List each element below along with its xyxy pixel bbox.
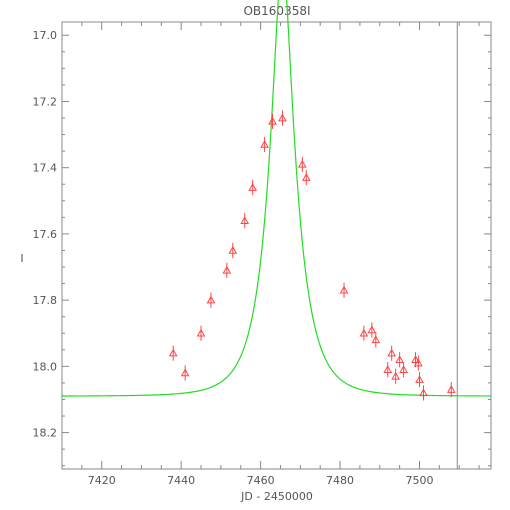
data-point (419, 385, 428, 401)
triangle-marker (387, 348, 397, 357)
y-tick-label: 17.6 (33, 228, 58, 241)
triangle-marker (367, 325, 377, 334)
y-axis-label: I (20, 252, 23, 265)
data-point (206, 292, 216, 308)
data-point (228, 242, 238, 259)
y-tick-label: 17.8 (33, 294, 58, 307)
data-point (367, 322, 377, 338)
x-tick-label: 7480 (326, 474, 354, 487)
data-point (301, 170, 311, 186)
triangle-marker (359, 328, 369, 337)
data-point (413, 355, 423, 371)
triangle-marker (383, 365, 393, 373)
triangle-marker (240, 216, 250, 224)
x-tick-label: 7440 (167, 474, 195, 487)
plot-frame (61, 21, 492, 470)
triangle-marker (395, 355, 404, 364)
triangle-marker (413, 358, 423, 367)
data-point (446, 381, 456, 398)
triangle-marker (297, 159, 307, 168)
model-curve-line (62, 0, 492, 397)
data-point (278, 110, 287, 126)
data-point (359, 325, 369, 341)
triangle-marker (196, 328, 206, 337)
triangle-marker (419, 388, 428, 397)
x-tick-label: 7500 (406, 474, 434, 487)
data-point (268, 113, 277, 129)
triangle-marker (180, 368, 190, 377)
triangle-marker (399, 365, 408, 373)
triangle-marker (446, 385, 456, 393)
x-tick-label: 7420 (88, 474, 116, 487)
triangle-marker (222, 265, 232, 274)
triangle-marker (228, 245, 238, 254)
triangle-marker (371, 335, 381, 344)
data-point (297, 156, 307, 172)
data-point (180, 365, 190, 381)
x-tick-label: 7460 (247, 474, 275, 487)
y-tick-label: 17.4 (33, 162, 58, 175)
x-axis-label: JD - 2450000 (240, 490, 313, 503)
model-curve (62, 0, 492, 397)
y-tick-label: 18.2 (33, 427, 58, 440)
triangle-marker (168, 348, 178, 357)
triangle-marker (278, 113, 287, 122)
y-axis: 17.0 17.2 17.4 17.6 17.8 18.0 18.2 (33, 29, 491, 467)
data-point (391, 368, 401, 384)
y-tick-label: 17.2 (33, 95, 58, 108)
data-point (260, 136, 269, 153)
data-point (248, 179, 258, 196)
triangle-marker (260, 139, 269, 148)
data-point (399, 362, 408, 378)
data-point (339, 282, 349, 298)
triangle-marker (301, 173, 311, 181)
data-point (387, 345, 397, 361)
triangle-marker (415, 375, 424, 383)
data-point (240, 213, 250, 229)
triangle-marker (339, 285, 349, 294)
triangle-marker (248, 183, 258, 191)
data-point (168, 345, 178, 361)
data-point (196, 325, 206, 341)
triangle-marker (206, 295, 216, 304)
data-point (222, 262, 232, 278)
y-tick-label: 18.0 (33, 360, 58, 373)
data-point (395, 352, 404, 368)
triangle-marker (391, 371, 401, 380)
data-point (371, 332, 381, 348)
data-point (383, 362, 393, 378)
triangle-marker (411, 355, 420, 364)
triangle-marker (268, 116, 277, 125)
data-points (168, 110, 456, 401)
y-tick-label: 17.0 (33, 29, 58, 42)
data-point (415, 371, 424, 388)
x-axis: 7420 7440 7460 7480 7500 (61, 22, 480, 487)
